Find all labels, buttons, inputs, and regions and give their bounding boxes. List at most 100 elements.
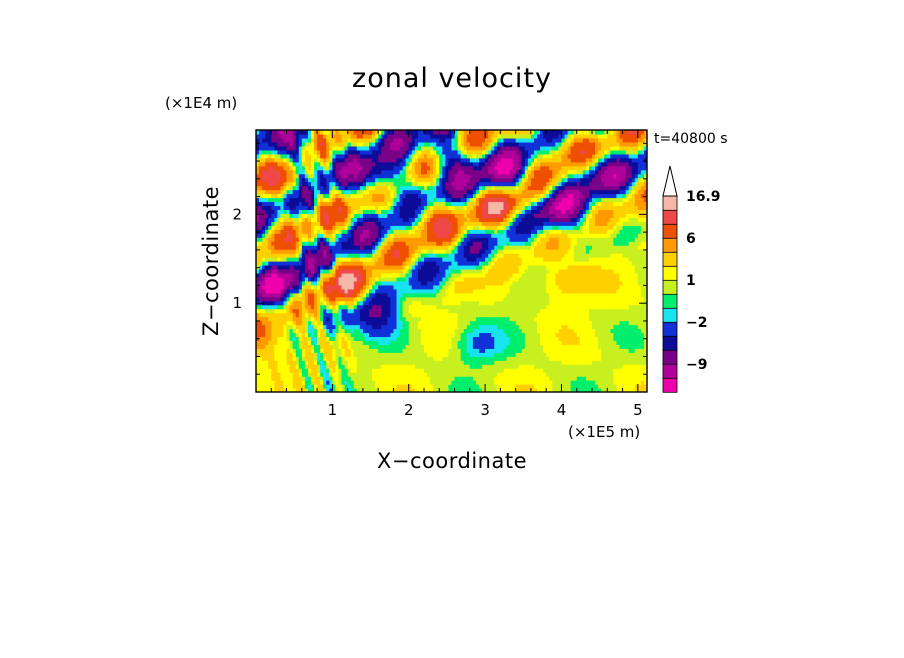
- field-cell: [396, 372, 401, 377]
- field-cell: [283, 253, 288, 258]
- field-cell: [485, 253, 489, 258]
- field-cell: [543, 352, 547, 357]
- field-cell: [598, 376, 602, 381]
- field-cell: [472, 376, 477, 381]
- field-cell: [424, 249, 428, 254]
- field-cell: [369, 364, 373, 369]
- field-cell: [439, 261, 443, 266]
- field-cell: [515, 241, 520, 246]
- field-cell: [433, 344, 437, 349]
- field-cell: [295, 284, 300, 290]
- field-cell: [497, 364, 501, 369]
- field-cell: [573, 320, 578, 326]
- field-cell: [396, 348, 401, 353]
- field-cell: [408, 272, 413, 278]
- field-cell: [430, 344, 434, 349]
- field-cell: [381, 280, 385, 286]
- field-cell: [353, 288, 358, 294]
- field-cell: [301, 372, 306, 377]
- field-cell: [317, 288, 321, 294]
- field-cell: [365, 245, 370, 250]
- field-cell: [314, 253, 318, 258]
- field-cell: [301, 308, 306, 314]
- field-cell: [625, 360, 630, 365]
- field-cell: [271, 249, 275, 254]
- field-cell: [295, 344, 300, 349]
- field-cell: [540, 332, 544, 338]
- field-cell: [509, 276, 514, 282]
- field-cell: [329, 328, 333, 334]
- field-cell: [631, 292, 636, 298]
- field-cell: [320, 368, 324, 373]
- field-cell: [576, 296, 581, 302]
- field-cell: [506, 336, 511, 341]
- field-cell: [573, 253, 578, 258]
- field-cell: [353, 348, 358, 353]
- field-cell: [466, 237, 471, 242]
- field-cell: [485, 368, 489, 373]
- field-cell: [262, 272, 266, 278]
- field-cell: [320, 364, 324, 369]
- field-cell: [411, 276, 416, 282]
- field-cell: [372, 316, 376, 322]
- field-cell: [332, 308, 337, 314]
- field-cell: [332, 316, 337, 322]
- field-cell: [378, 368, 382, 373]
- field-cell: [442, 380, 446, 385]
- field-cell: [530, 245, 535, 250]
- field-cell: [329, 364, 333, 369]
- field-cell: [384, 292, 388, 298]
- field-cell: [488, 324, 492, 330]
- field-cell: [509, 320, 514, 326]
- field-cell: [463, 284, 468, 290]
- field-cell: [396, 249, 401, 254]
- field-cell: [420, 272, 425, 278]
- field-cell: [558, 320, 563, 326]
- field-cell: [365, 328, 370, 334]
- field-cell: [420, 261, 425, 266]
- field-cell: [527, 328, 532, 334]
- field-cell: [549, 296, 553, 302]
- field-cell: [274, 360, 278, 365]
- field-cell: [262, 276, 266, 282]
- field-cell: [393, 336, 398, 341]
- field-cell: [405, 264, 410, 270]
- field-cell: [491, 360, 495, 365]
- field-cell: [442, 292, 446, 298]
- field-cell: [326, 336, 330, 341]
- field-cell: [387, 316, 391, 322]
- field-cell: [335, 328, 340, 334]
- field-cell: [424, 364, 428, 369]
- field-cell: [637, 245, 642, 250]
- field-cell: [414, 348, 419, 353]
- field-cell: [524, 304, 529, 310]
- field-cell: [607, 288, 611, 294]
- field-cell: [436, 264, 440, 270]
- field-cell: [399, 336, 404, 341]
- field-cell: [567, 280, 572, 286]
- field-cell: [478, 296, 483, 302]
- field-cell: [304, 245, 309, 250]
- field-cell: [365, 360, 370, 365]
- field-cell: [558, 280, 563, 286]
- field-cell: [259, 376, 263, 381]
- field-cell: [613, 237, 618, 242]
- field-cell: [588, 352, 593, 357]
- field-cell: [521, 344, 526, 349]
- field-cell: [604, 372, 608, 377]
- field-cell: [420, 376, 425, 381]
- field-cell: [564, 324, 569, 330]
- field-cell: [628, 328, 633, 334]
- field-cell: [564, 304, 569, 310]
- field-cell: [622, 296, 627, 302]
- field-cell: [570, 320, 575, 326]
- field-cell: [573, 237, 578, 242]
- field-cell: [478, 352, 483, 357]
- field-cell: [592, 388, 596, 392]
- field-cell: [304, 340, 309, 345]
- field-cell: [399, 364, 404, 369]
- field-cell: [338, 304, 343, 310]
- field-cell: [375, 268, 379, 274]
- field-cell: [634, 264, 639, 270]
- field-cell: [643, 308, 647, 314]
